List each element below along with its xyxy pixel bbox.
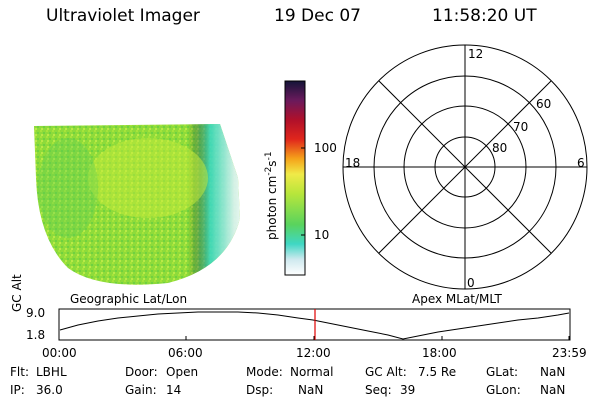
page-title: Ultraviolet Imager xyxy=(46,6,200,26)
mode-value: Normal xyxy=(290,365,334,379)
glat-value: NaN xyxy=(540,365,566,379)
time-tick-0000: 00:00 xyxy=(42,346,77,360)
gain-label: Gain: xyxy=(125,383,157,397)
flt-label: Flt: xyxy=(10,365,29,379)
door-value: Open xyxy=(166,365,199,379)
lat-label-60: 60 xyxy=(536,97,552,111)
geographic-label: Geographic Lat/Lon xyxy=(70,292,188,306)
uv-image xyxy=(34,124,240,285)
altitude-plot xyxy=(58,308,571,341)
dsp-label: Dsp: xyxy=(246,383,274,397)
alt-tick-high: 9.0 xyxy=(26,306,46,320)
time-tick-0600: 06:00 xyxy=(168,346,203,360)
ip-value: 36.0 xyxy=(36,383,63,397)
mlt-label-12: 12 xyxy=(468,47,484,61)
seq-label: Seq: xyxy=(365,383,392,397)
lat-label-70: 70 xyxy=(513,120,529,134)
mlt-label-18: 18 xyxy=(345,156,361,170)
colorbar-tick-10: 10 xyxy=(314,228,330,242)
altitude-ylabel: GC Alt xyxy=(10,274,24,312)
seq-value: 39 xyxy=(400,383,416,397)
gain-value: 14 xyxy=(166,383,182,397)
colorbar xyxy=(284,80,306,276)
door-label: Door: xyxy=(125,365,158,379)
date-label: 19 Dec 07 xyxy=(274,6,361,26)
time-tick-2359: 23:59 xyxy=(552,346,587,360)
glat-label: GLat: xyxy=(486,365,519,379)
polar-plot xyxy=(342,44,588,290)
lat-label-80: 80 xyxy=(492,141,508,155)
colorbar-tick-100: 100 xyxy=(314,141,337,155)
ip-label: IP: xyxy=(10,383,25,397)
colorbar-title: photon cm-2s-1 xyxy=(264,151,279,240)
mlt-label-0: 0 xyxy=(467,276,475,290)
time-tick-1200: 12:00 xyxy=(296,346,331,360)
mode-label: Mode: xyxy=(246,365,283,379)
gcalt-label: GC Alt: xyxy=(365,365,407,379)
mlt-label-6: 6 xyxy=(577,156,585,170)
glon-value: NaN xyxy=(540,383,566,397)
apex-label: Apex MLat/MLT xyxy=(412,292,502,306)
time-label: 11:58:20 UT xyxy=(432,6,537,26)
gcalt-value: 7.5 Re xyxy=(418,365,457,379)
glon-label: GLon: xyxy=(486,383,521,397)
flt-value: LBHL xyxy=(36,365,67,379)
dsp-value: NaN xyxy=(298,383,324,397)
alt-tick-low: 1.8 xyxy=(26,328,46,342)
time-tick-1800: 18:00 xyxy=(422,346,457,360)
